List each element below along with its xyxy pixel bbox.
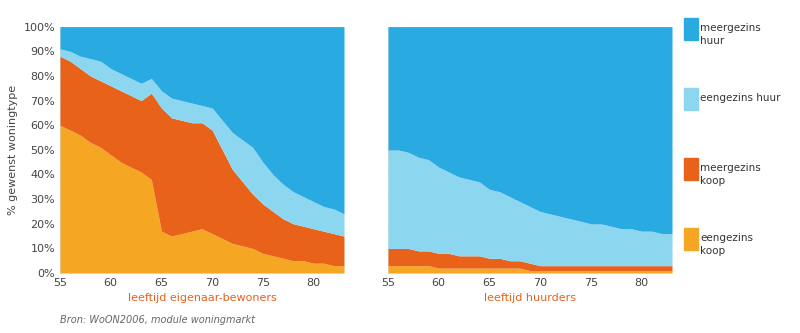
X-axis label: leeftijd huurders: leeftijd huurders [484,293,576,303]
Text: meergezins
huur: meergezins huur [700,23,761,46]
Text: meergezins
koop: meergezins koop [700,163,761,185]
Text: eengezins huur: eengezins huur [700,93,781,103]
X-axis label: leeftijd eigenaar-bewoners: leeftijd eigenaar-bewoners [128,293,276,303]
Y-axis label: % gewenst woningtype: % gewenst woningtype [8,85,18,215]
Text: Bron: WoON2006, module woningmarkt: Bron: WoON2006, module woningmarkt [60,315,255,325]
Text: eengezins
koop: eengezins koop [700,233,753,255]
